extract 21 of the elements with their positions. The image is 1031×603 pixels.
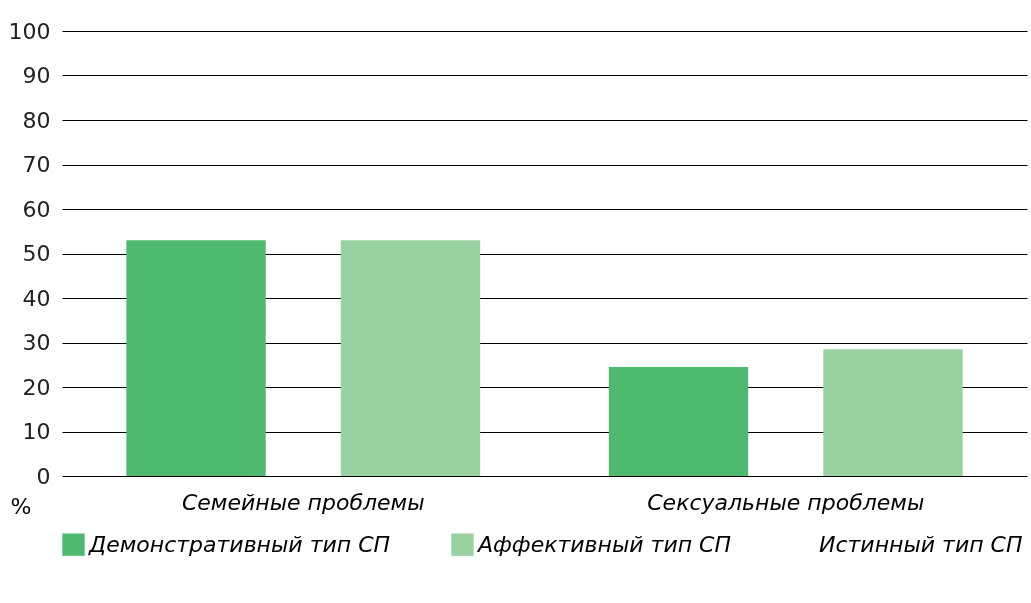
- bar: [823, 349, 963, 476]
- bar: [126, 240, 266, 476]
- y-tick-label: 100: [8, 18, 51, 44]
- y-tick-label: 50: [22, 241, 51, 266]
- x-tick-label: Семейные проблемы: [181, 489, 425, 515]
- y-tick-label: 60: [22, 196, 51, 222]
- bar: [340, 240, 481, 476]
- y-axis-title: %: [10, 493, 32, 519]
- bar: [608, 366, 749, 476]
- text: Истинный тип СП: [819, 531, 1023, 557]
- x-tick-label: Сексуальные проблемы: [647, 489, 925, 515]
- y-tick-label: 40: [22, 285, 51, 311]
- y-tick-label: 20: [22, 374, 51, 400]
- legend-label: Демонстративный тип СП: [88, 531, 391, 557]
- y-tick-label: 90: [22, 63, 51, 88]
- y-tick-label: 10: [22, 419, 51, 444]
- legend-label: Аффективный тип СП: [476, 531, 732, 557]
- y-tick-label: 0: [36, 463, 51, 489]
- y-tick-label: 80: [22, 107, 51, 133]
- y-tick-label: 30: [22, 330, 51, 355]
- y-tick-label: 70: [22, 152, 51, 177]
